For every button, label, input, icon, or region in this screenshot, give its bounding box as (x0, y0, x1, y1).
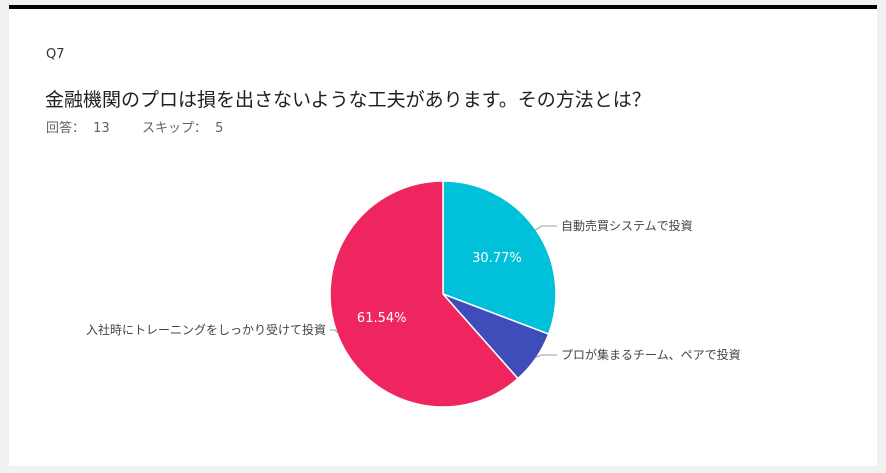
leader-line (534, 354, 557, 359)
slice-percent-label: 61.54% (357, 311, 407, 326)
leader-line (534, 225, 557, 231)
answers-count: 13 (93, 121, 110, 136)
question-title: 金融機関のプロは損を出さないような工夫があります。その方法とは？ (45, 89, 651, 111)
leader-line (330, 329, 339, 335)
pie-slice[interactable] (329, 180, 520, 408)
slice-percent-label: 30.77% (472, 251, 522, 266)
question-number: Q7 (46, 47, 65, 62)
category-label: 自動売買システムで投資 (561, 218, 693, 233)
category-label: 入社時にトレーニングをしっかり受けて投資 (86, 322, 326, 337)
answers-label: 回答： (46, 121, 86, 136)
skips-count: 5 (215, 121, 224, 136)
category-label: プロが集まるチーム、ペアで投資 (561, 347, 741, 362)
skips-label: スキップ： (141, 121, 207, 136)
response-stats: 回答： 13 スキップ： 5 (46, 117, 227, 136)
